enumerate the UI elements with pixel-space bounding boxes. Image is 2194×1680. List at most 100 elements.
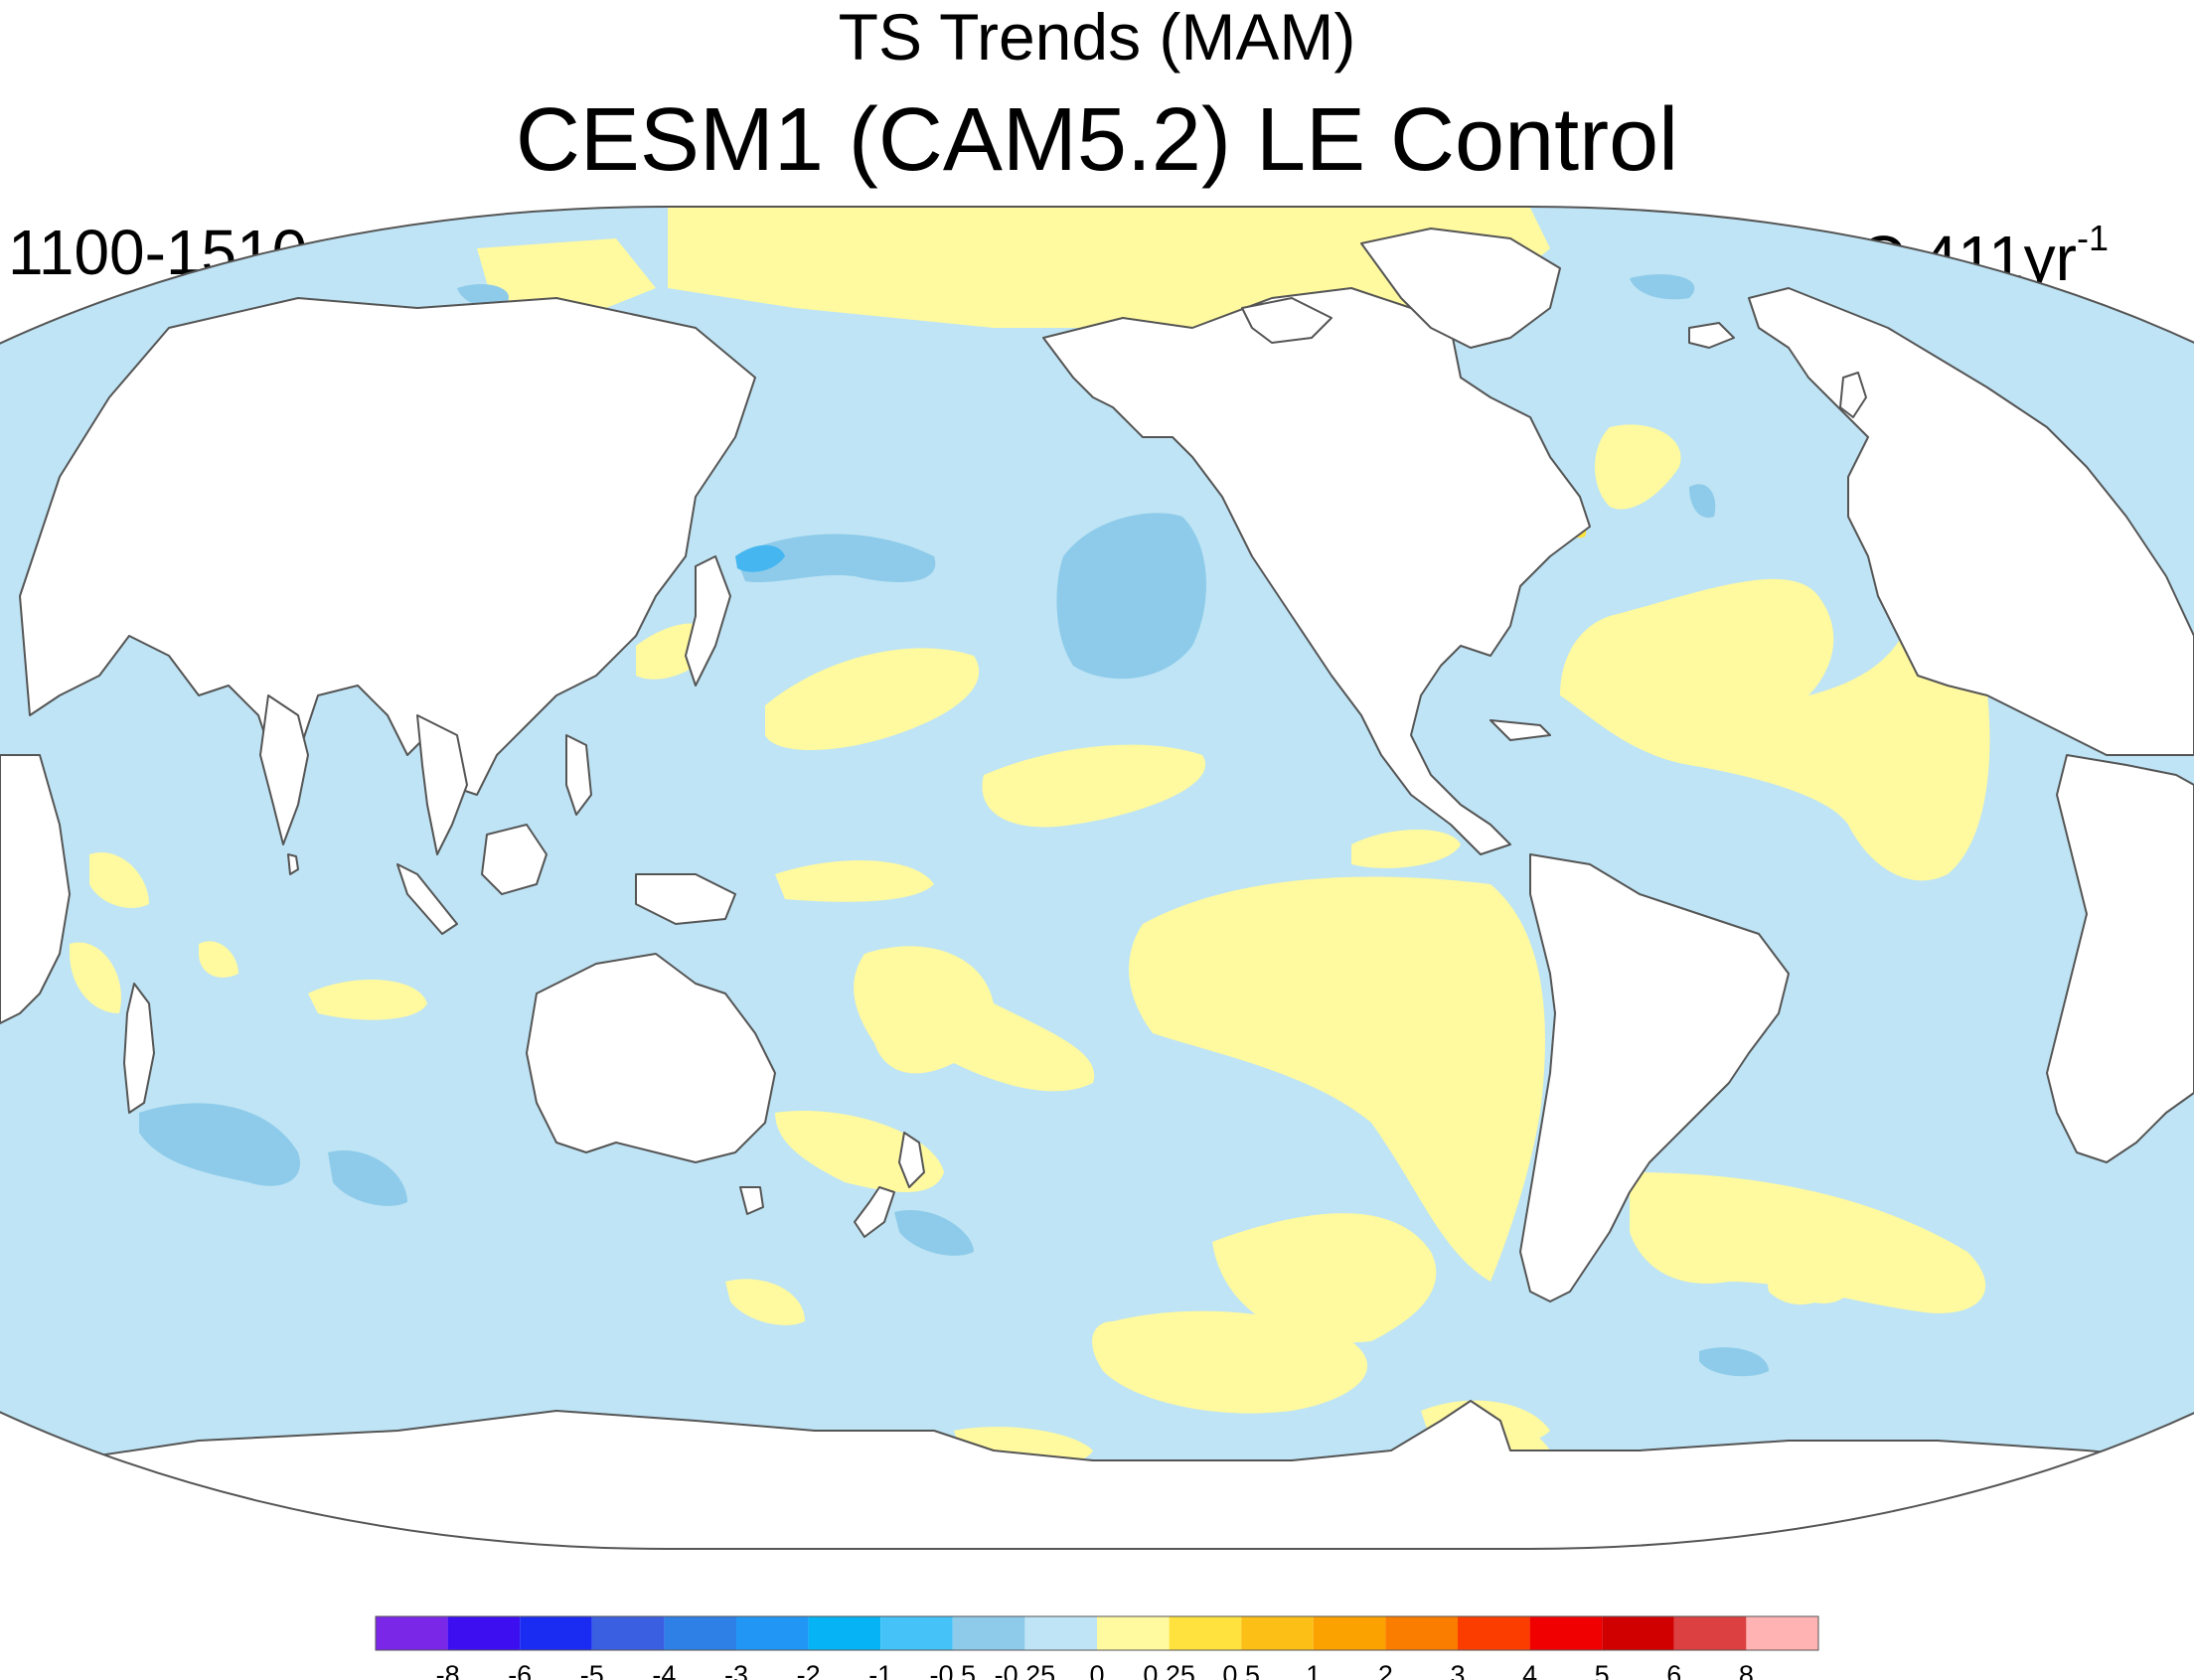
units-exponent: -1 bbox=[2076, 218, 2109, 258]
colorbar-box bbox=[736, 1616, 809, 1650]
colorbar-label: -4 bbox=[652, 1660, 676, 1680]
anomaly-greenland-cold bbox=[1689, 484, 1716, 518]
anomaly-pacific-band-2 bbox=[982, 744, 1206, 828]
map-title: CESM1 (CAM5.2) LE Control bbox=[515, 90, 1679, 190]
anomaly-pacific-band-4 bbox=[1351, 830, 1461, 868]
land-philippines bbox=[565, 734, 592, 816]
colorbar-labels: -8 -6 -5 -4 -3 -2 -1 -0.5 -0.25 0 0.25 0.5 1 2 3 4 5 6 8 bbox=[436, 1660, 1754, 1680]
land-canadian-arctic bbox=[1241, 297, 1332, 344]
colorbar-box bbox=[952, 1616, 1025, 1650]
anomaly-kuril-cold bbox=[735, 544, 785, 572]
warm-anomalies bbox=[70, 207, 1990, 1467]
anomaly-southern-ocean-warm-1 bbox=[1212, 1213, 1437, 1343]
anomaly-southern-ocean-warm-2 bbox=[1092, 1310, 1368, 1414]
colorbar-label: 2 bbox=[1378, 1660, 1393, 1680]
anomaly-s-indian-warm bbox=[725, 1279, 805, 1325]
colorbar-box bbox=[1241, 1616, 1314, 1650]
colorbar-box bbox=[1458, 1616, 1530, 1650]
colorbar-label: 8 bbox=[1739, 1660, 1754, 1680]
anomaly-indian-warm-2 bbox=[89, 852, 149, 908]
colorbar-box bbox=[1602, 1616, 1674, 1650]
colorbar-box bbox=[1529, 1616, 1603, 1650]
land-sumatra bbox=[396, 863, 458, 935]
colorbar-outline bbox=[375, 1615, 1819, 1651]
colorbar-label: -0.5 bbox=[930, 1660, 977, 1680]
land-cuba bbox=[1489, 719, 1551, 741]
colorbar-label: -1 bbox=[868, 1660, 892, 1680]
anomaly-kuril-cold-band bbox=[735, 534, 936, 583]
anomaly-sw-pacific-warm bbox=[775, 1111, 944, 1192]
land-antarctica bbox=[0, 1400, 2194, 1549]
anomaly-indian-warm-4 bbox=[70, 942, 121, 1013]
anomaly-pacific-band-3 bbox=[775, 860, 934, 902]
anomaly-indian-south-cold-1 bbox=[139, 1103, 300, 1186]
land-uk bbox=[1839, 372, 1867, 418]
colorbar-label: -5 bbox=[580, 1660, 604, 1680]
colorbar-box bbox=[880, 1616, 953, 1650]
colorbar-box bbox=[520, 1616, 592, 1650]
anomaly-nz-east-cold bbox=[894, 1210, 974, 1256]
land-tasmania bbox=[739, 1186, 764, 1215]
colorbar-box bbox=[1097, 1616, 1170, 1650]
colorbar-box bbox=[1385, 1616, 1458, 1650]
map-frame bbox=[0, 206, 2194, 1550]
land-borneo bbox=[481, 824, 548, 895]
anomaly-southern-ocean-warm-4 bbox=[1759, 1224, 1848, 1305]
anomaly-central-pacific-warm bbox=[854, 946, 1095, 1092]
cold-anomalies bbox=[139, 274, 1769, 1377]
land bbox=[0, 228, 2194, 1549]
colorbar-box bbox=[808, 1616, 881, 1650]
map-subtitle: TS Trends (MAM) bbox=[838, 0, 1356, 74]
colorbar-box bbox=[447, 1616, 521, 1650]
land-new-zealand bbox=[898, 1132, 925, 1188]
anomaly-indian-warm-1 bbox=[308, 980, 427, 1020]
colorbar-box bbox=[591, 1616, 665, 1650]
land-indochina bbox=[416, 714, 468, 855]
colorbar-box bbox=[1169, 1616, 1242, 1650]
land-new-guinea bbox=[635, 873, 736, 925]
colorbar-box bbox=[1024, 1616, 1097, 1650]
anomaly-n-pacific-cold bbox=[1056, 513, 1206, 680]
land-india bbox=[259, 694, 309, 845]
anomaly-n-atlantic-warm bbox=[1595, 424, 1681, 510]
land-north-america bbox=[1042, 287, 1591, 855]
anomaly-indian-warm-3 bbox=[199, 941, 238, 978]
anomaly-atlantic-warm bbox=[1560, 578, 1990, 881]
colorbar-label: 0.25 bbox=[1143, 1660, 1195, 1680]
colorbar-box bbox=[1673, 1616, 1747, 1650]
anomaly-arctic-cold-1 bbox=[457, 283, 509, 308]
colorbar-label: 3 bbox=[1450, 1660, 1465, 1680]
land-sri-lanka bbox=[287, 853, 299, 875]
land-madagascar bbox=[123, 983, 155, 1114]
land-australia bbox=[526, 953, 776, 1163]
map-content bbox=[0, 207, 2194, 1549]
colorbar-label: 6 bbox=[1666, 1660, 1681, 1680]
colorbar-label: 0.5 bbox=[1222, 1660, 1260, 1680]
colorbar-label: 0 bbox=[1089, 1660, 1104, 1680]
colorbar-box bbox=[664, 1616, 736, 1650]
land-west-africa bbox=[2046, 754, 2194, 1163]
colorbar-label: 1 bbox=[1306, 1660, 1321, 1680]
colorbar-box bbox=[1746, 1616, 1818, 1650]
anomaly-s-atlantic-cold bbox=[1699, 1347, 1769, 1377]
colorbar-label: -6 bbox=[508, 1660, 532, 1680]
anomaly-indian-south-cold-2 bbox=[328, 1150, 407, 1206]
anomaly-arctic-cold-2 bbox=[1630, 274, 1695, 300]
land-africa bbox=[0, 754, 71, 1024]
anomaly-pacific-band-1 bbox=[765, 648, 980, 750]
colorbar-box bbox=[1313, 1616, 1386, 1650]
colorbar-label: -8 bbox=[436, 1660, 460, 1680]
land-new-zealand-south bbox=[854, 1186, 895, 1238]
colorbar-boxes bbox=[375, 1615, 1819, 1651]
colorbar-label: 5 bbox=[1595, 1660, 1610, 1680]
colorbar-label: -0.25 bbox=[995, 1660, 1056, 1680]
land-japan bbox=[685, 555, 731, 687]
colorbar-label: 4 bbox=[1522, 1660, 1537, 1680]
colorbar-label: -3 bbox=[724, 1660, 748, 1680]
land-eurasia bbox=[19, 297, 756, 796]
colorbar-label: -2 bbox=[797, 1660, 821, 1680]
land-greenland bbox=[1360, 228, 1561, 349]
land-south-america bbox=[1519, 853, 1790, 1302]
